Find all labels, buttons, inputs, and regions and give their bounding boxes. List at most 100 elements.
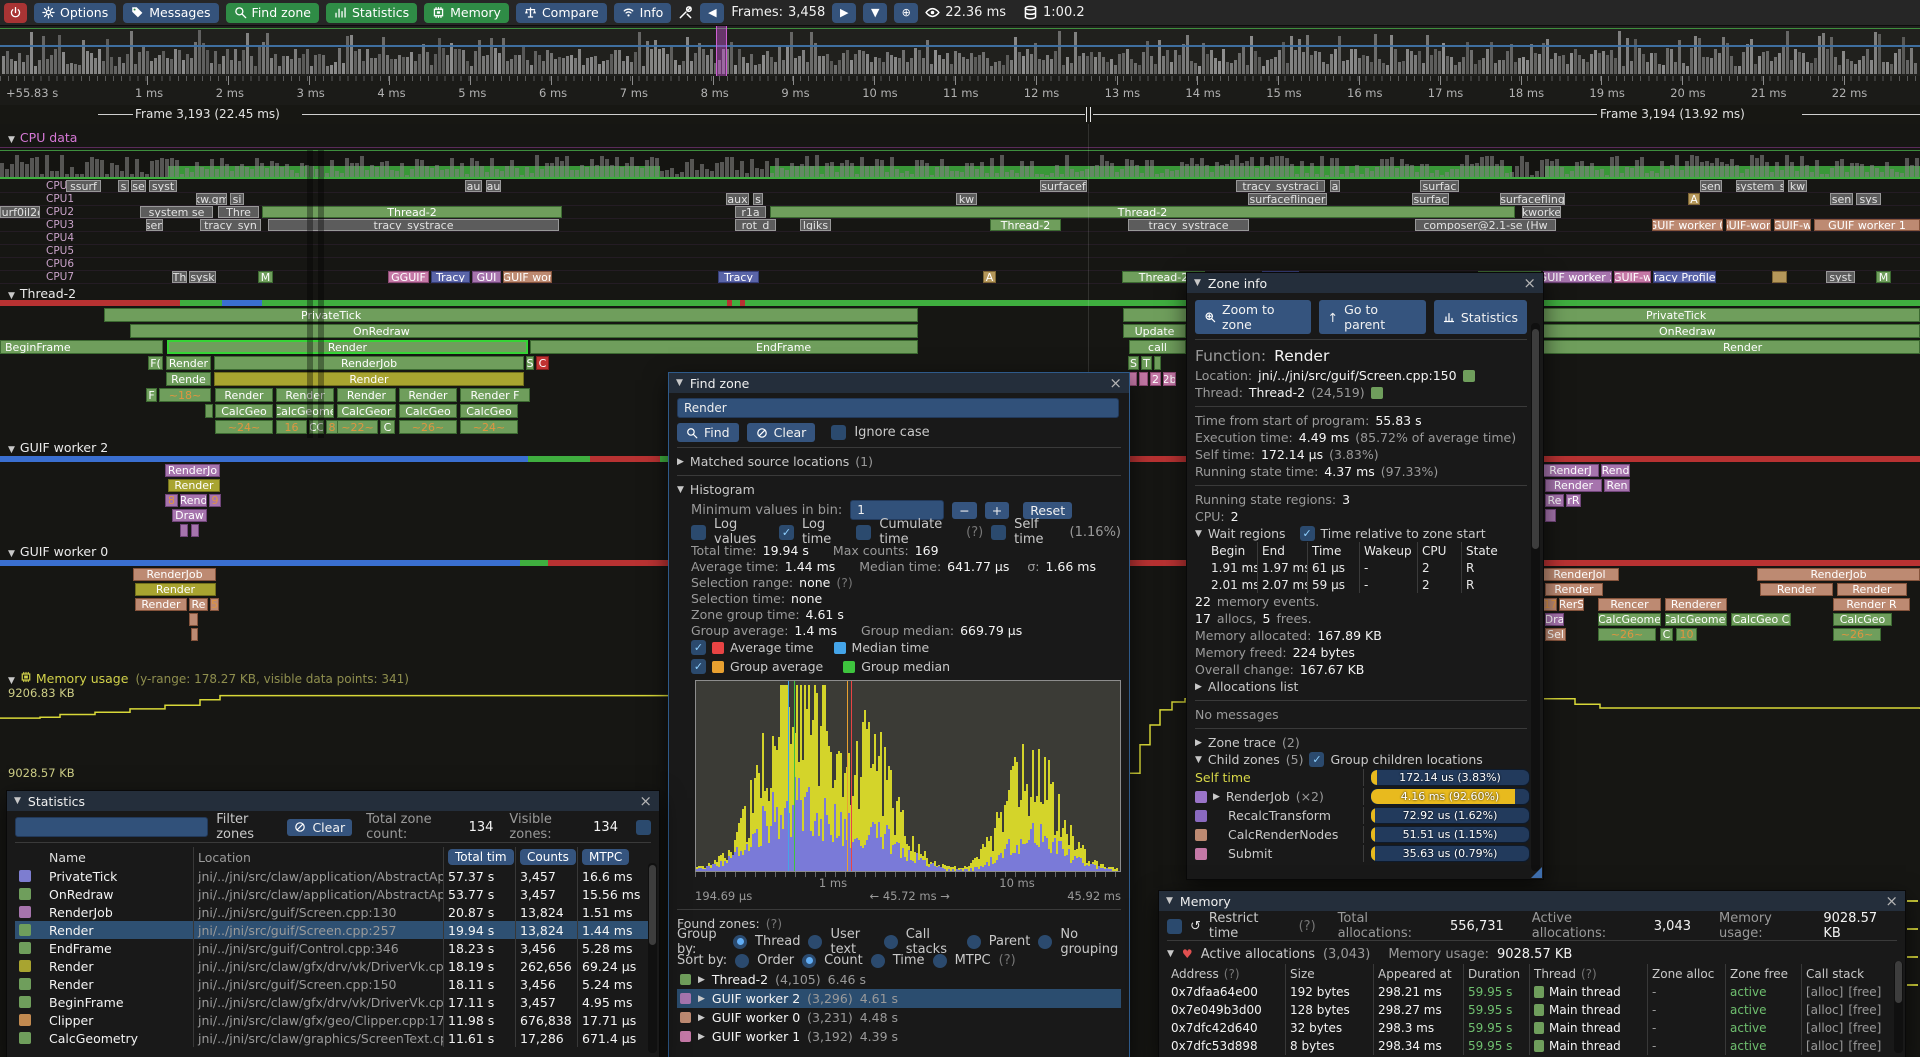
timeline-zone[interactable]: CalcGeo (1833, 613, 1892, 626)
timeline-zone[interactable]: au (465, 180, 482, 192)
timeline-zone[interactable]: s (118, 180, 129, 192)
sort-by-mtpc[interactable] (932, 953, 947, 968)
thread-header-thread-2[interactable]: ▼ Thread-2 (8, 286, 77, 301)
timeline-zone[interactable]: a (1330, 180, 1340, 192)
timeline-zone[interactable]: RenderJob (133, 568, 216, 581)
allocation-row[interactable]: 0x7dfc53d898 8 bytes 298.34 ms 59.95 s Main … (1167, 1037, 1897, 1055)
stats-column-header[interactable]: MTPC (577, 847, 651, 867)
timeline-zone[interactable]: M (1876, 271, 1891, 283)
close-icon[interactable]: × (1109, 373, 1122, 392)
child-zone-row[interactable]: RecalcTransform 72.92 us (1.62%) (1195, 806, 1530, 825)
timeline-zone[interactable]: C (536, 356, 549, 370)
timeline-zone[interactable]: PrivateTick (104, 308, 918, 322)
timeline-zone[interactable] (191, 628, 198, 641)
timeline-zone[interactable]: Render (135, 598, 187, 611)
timeline-zone[interactable]: GUIF worker 1 (1814, 219, 1920, 231)
timeline-zone[interactable] (1154, 356, 1161, 370)
timeline-zone[interactable]: sen (1700, 180, 1722, 192)
timeline-zone[interactable]: 9 (209, 494, 221, 507)
zone-location[interactable]: jni/../jni/src/guif/Screen.cpp:150 (1258, 368, 1457, 383)
timeline-zone[interactable]: 2 (1150, 372, 1161, 386)
timeline-zone[interactable]: A (1688, 193, 1700, 205)
timeline-zone[interactable]: 2b (1163, 372, 1176, 386)
timeline-zone[interactable]: RenderJob (1757, 568, 1920, 581)
timeline-zone[interactable] (1139, 372, 1148, 386)
timeline-zone[interactable]: kw (1788, 180, 1807, 192)
statistics-button[interactable]: Statistics (1433, 300, 1527, 334)
timeline-zone[interactable]: Re (189, 598, 208, 611)
self-time-checkbox[interactable] (991, 524, 1007, 540)
timeline-zone[interactable]: CalcGeo C (1731, 613, 1791, 626)
timeline-zone[interactable]: Render (1545, 583, 1603, 596)
timeline-zone[interactable]: Render (399, 388, 457, 402)
find-zone-search-input[interactable] (677, 398, 1119, 418)
timeline-zone[interactable]: GUI (472, 271, 501, 283)
statistics-row[interactable]: PrivateTick jni/../jni/src/claw/applicati… (15, 867, 651, 885)
child-zone-row[interactable]: ▶ RenderJob (×2) 4.16 ms (92.60%) (1195, 787, 1530, 806)
child-zones-header[interactable]: ▼ Child zones (5) ✓ Group children location… (1195, 752, 1483, 767)
zone-info-titlebar[interactable]: ▼ Zone info × (1187, 273, 1543, 293)
statistics-row[interactable]: OnRedraw jni/../jni/src/claw/application/… (15, 885, 651, 903)
timeline-zone[interactable]: rR (1566, 494, 1581, 507)
timeline-zone[interactable]: Render (276, 388, 334, 402)
memory-column-header[interactable]: Call stack (1801, 964, 1901, 983)
wait-region-row[interactable]: 2.01 ms 2.07 ms 59 µs -2 R (1207, 576, 1527, 593)
timeline-zone[interactable]: T (1141, 356, 1152, 370)
log-values-checkbox[interactable] (691, 524, 706, 540)
timeline-zone[interactable]: lgiks (800, 219, 831, 231)
clear-button[interactable]: Clear (746, 423, 816, 442)
timeline-zone[interactable]: se (131, 180, 146, 192)
statistics-row[interactable]: Clipper jni/../jni/src/claw/gfx/geo/Clipp… (15, 1011, 651, 1029)
statistics-row[interactable]: BeginFrame jni/../jni/src/claw/gfx/drv/vk… (15, 993, 651, 1011)
timeline-zone[interactable]: surfaceflinger (1248, 193, 1327, 205)
timeline-zone[interactable]: system_s (1736, 180, 1784, 192)
timeline-zone[interactable]: syst (149, 180, 177, 192)
timeline-zone[interactable]: EndFrame (530, 340, 918, 354)
timeline-zone[interactable]: F( (148, 356, 163, 370)
timeline-zone[interactable]: aux (726, 193, 749, 205)
timeline-zone[interactable]: OnRedraw (130, 324, 918, 338)
timeline-zone[interactable]: C (1660, 628, 1673, 641)
ignore-case-checkbox[interactable] (831, 425, 847, 440)
frame-label-3194[interactable]: Frame 3,194 (13.92 ms) (1600, 107, 1745, 121)
timeline-zone[interactable]: ssurf (66, 180, 101, 192)
memory-column-header[interactable]: Thread (?) (1529, 964, 1647, 983)
legend-checkbox[interactable]: ✓ (691, 659, 706, 674)
prev-frame-button[interactable]: ◀ (700, 2, 725, 23)
find-zone-button[interactable]: Find zone (225, 2, 319, 23)
timeline-zone[interactable]: BeginFrame (0, 340, 163, 354)
timeline-zone[interactable]: Tracy (718, 271, 759, 283)
timeline-zone[interactable] (180, 524, 188, 537)
timeline-zone[interactable]: CalcGeo (460, 404, 518, 418)
memory-usage-header[interactable]: ▼ Memory usage (y-range: 178.27 KB, visib… (8, 671, 409, 686)
info-button[interactable]: Info (613, 2, 672, 23)
zone-info-scrollbar[interactable] (1531, 323, 1540, 871)
scroll-down-button[interactable]: ▼ (863, 2, 888, 23)
timeline-zone[interactable]: Rende (166, 372, 211, 386)
timeline-zone[interactable]: Th (172, 271, 187, 283)
resize-grip[interactable] (1531, 867, 1542, 878)
close-icon[interactable]: × (1523, 273, 1536, 292)
group-by-no-grouping[interactable] (1038, 934, 1053, 949)
log-time-checkbox[interactable]: ✓ (778, 524, 794, 540)
found-zone-group[interactable]: ▶ GUIF worker 0 (3,231) 4.48 s (677, 1008, 1121, 1027)
timeline-zone[interactable]: call (1129, 340, 1186, 354)
timeline-zone[interactable]: kw (956, 193, 977, 205)
memory-column-header[interactable]: Address (?) (1171, 966, 1240, 981)
sort-by-time[interactable] (870, 953, 885, 968)
statistics-row[interactable]: Render jni/../jni/src/guif/Screen.cpp:257… (15, 921, 651, 939)
close-icon[interactable]: × (639, 791, 652, 810)
zone-trace[interactable]: ▶ Zone trace (2) (1195, 735, 1300, 750)
sort-by-count[interactable] (802, 953, 817, 968)
memory-column-header[interactable]: Duration (1463, 964, 1529, 983)
stats-column-header[interactable]: Counts (515, 847, 577, 867)
timeline-zone[interactable]: Render (215, 388, 273, 402)
timeline-zone[interactable]: CalcGeo (399, 404, 457, 418)
cumulate-time-checkbox[interactable] (856, 524, 872, 540)
timeline-zone[interactable]: ~26~ (1833, 628, 1881, 641)
timeline-zone[interactable]: RenderJ (1542, 464, 1599, 477)
timeline-zone[interactable]: 5 (210, 598, 219, 611)
memory-column-header[interactable]: Appeared at (1373, 964, 1463, 983)
timeline-zone[interactable]: 16 (276, 420, 307, 434)
timeline-zone[interactable]: sys (1856, 193, 1881, 205)
